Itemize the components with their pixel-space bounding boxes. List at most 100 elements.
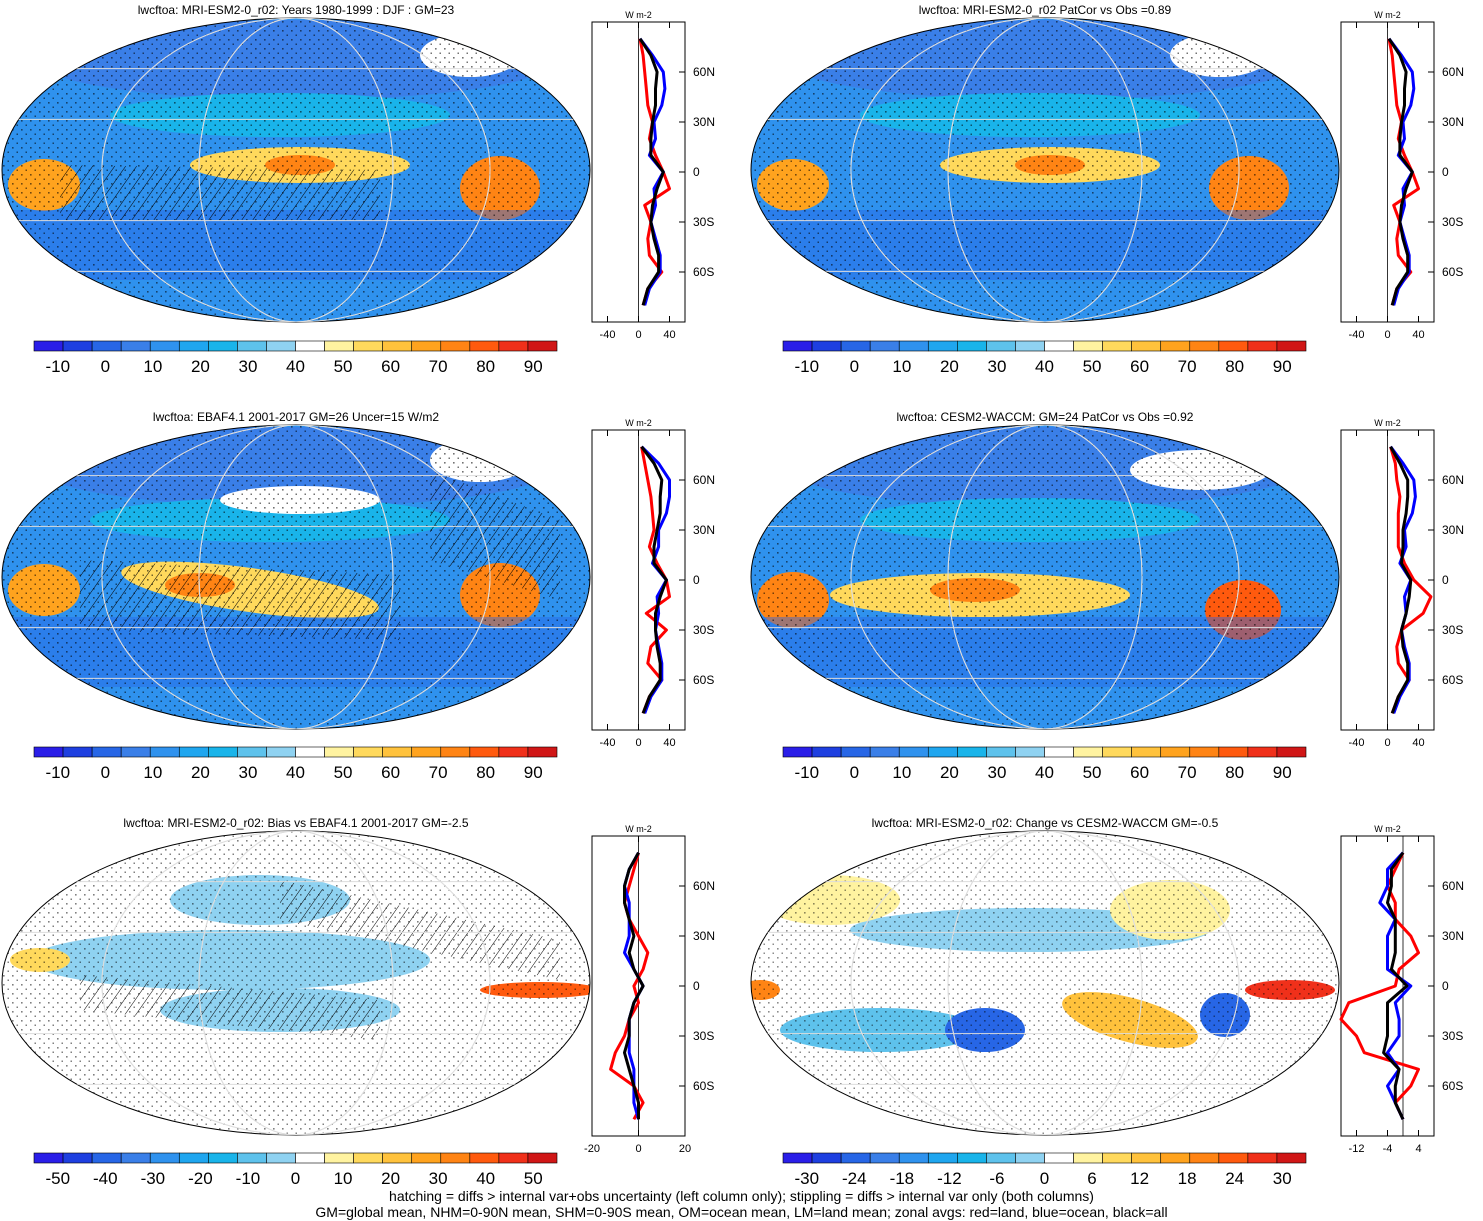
units-label: W m-2 — [1374, 824, 1401, 834]
colorbar-tick-label: 70 — [429, 763, 448, 782]
colorbar-segment — [782, 1152, 813, 1164]
x-tick-label: 0 — [635, 329, 641, 341]
colorbar-tick-label: 30 — [238, 357, 257, 376]
colorbar-segment — [869, 340, 900, 352]
lat-tick-label: 60S — [693, 265, 714, 279]
colorbar-tick-label: 50 — [524, 1169, 543, 1188]
colorbar-segment — [811, 1152, 842, 1164]
colorbar-segment — [986, 340, 1016, 352]
colorbar-segment — [527, 340, 558, 352]
x-tick-label: -40 — [1349, 329, 1365, 341]
units-label: W m-2 — [625, 824, 652, 834]
lat-tick-label: 0 — [1442, 979, 1449, 993]
lat-tick-label: 60N — [1442, 65, 1464, 79]
colorbar-tick-label: 0 — [850, 357, 859, 376]
colorbar-tick-label: 80 — [1225, 357, 1244, 376]
units-label: W m-2 — [625, 10, 652, 20]
lat-tick-label: 60S — [1442, 265, 1463, 279]
x-tick-label: 0 — [1384, 329, 1390, 341]
graticule-meridian — [101, 831, 491, 1135]
colorbar-segment — [927, 746, 958, 758]
colorbar-segment — [411, 746, 442, 758]
colorbar-segment — [782, 746, 813, 758]
colorbar-tick-label: -24 — [842, 1169, 867, 1188]
colorbar-segment — [120, 340, 151, 352]
colorbar-segment — [782, 340, 813, 352]
panel-title: lwcftoa: EBAF4.1 2001-2017 GM=26 Uncer=1… — [153, 410, 439, 424]
colorbar-tick-label: 20 — [191, 763, 210, 782]
x-tick-label: 0 — [635, 1143, 641, 1155]
lat-tick-label: 60N — [693, 879, 715, 893]
colorbar-segment — [1015, 746, 1045, 758]
map — [2, 831, 590, 1135]
colorbar-tick-label: 30 — [1273, 1169, 1292, 1188]
colorbar-tick-label: 30 — [987, 357, 1006, 376]
map — [751, 18, 1339, 322]
colorbar-segment — [957, 1152, 987, 1164]
zonal-line-all — [638, 37, 665, 306]
colorbar-segment — [469, 746, 500, 758]
colorbar-tick-label: 90 — [524, 763, 543, 782]
x-tick-label: 4 — [1415, 1143, 1421, 1155]
colorbar-tick-label: 0 — [291, 1169, 300, 1188]
colorbar: -50 -40 -30 -20 -10 0 10 20 30 40 50 — [33, 1152, 558, 1188]
lat-tick-label: 30S — [1442, 623, 1463, 637]
graticule-meridian — [101, 18, 491, 322]
zonal-mean-plot: W m-2 -40 0 40 60N 30N 0 30S 60S — [1340, 10, 1464, 341]
panel-model-climatology: lwcftoa: MRI-ESM2-0_r02: Years 1980-1999… — [1, 3, 715, 376]
colorbar-segment — [527, 1152, 558, 1164]
colorbar-segment — [986, 746, 1016, 758]
colorbar-segment — [869, 1152, 900, 1164]
colorbar-segment — [1160, 340, 1191, 352]
zonal-line-all — [1382, 851, 1409, 1120]
colorbar-segment — [1015, 1152, 1045, 1164]
lat-tick-label: 30N — [693, 929, 715, 943]
x-tick-label: 40 — [663, 329, 675, 341]
map — [2, 425, 590, 729]
lat-tick-label: 30S — [693, 1029, 714, 1043]
colorbar-segment — [178, 1152, 209, 1164]
x-tick-label: -40 — [1349, 737, 1365, 749]
colorbar-segment — [927, 1152, 958, 1164]
colorbar-segment — [208, 340, 238, 352]
colorbar-segment — [1276, 1152, 1307, 1164]
x-tick-label: -40 — [600, 737, 616, 749]
lat-tick-label: 60N — [693, 65, 715, 79]
colorbar-tick-label: 50 — [1083, 357, 1102, 376]
lat-tick-label: 0 — [1442, 573, 1449, 587]
colorbar-segment — [927, 340, 958, 352]
colorbar-tick-label: 10 — [892, 763, 911, 782]
colorbar-tick-label: 10 — [334, 1169, 353, 1188]
x-tick-label: -4 — [1383, 1143, 1393, 1155]
lat-tick-label: 60S — [693, 1079, 714, 1093]
colorbar-segment — [527, 746, 558, 758]
colorbar-segment — [33, 1152, 64, 1164]
colorbar-segment — [1189, 1152, 1220, 1164]
lat-tick-label: 60N — [1442, 473, 1464, 487]
graticule-meridian — [101, 425, 491, 729]
x-tick-label: 20 — [679, 1143, 691, 1155]
x-tick-label: 40 — [663, 737, 675, 749]
colorbar-tick-label: -12 — [937, 1169, 962, 1188]
colorbar-segment — [811, 746, 842, 758]
colorbar-segment — [1015, 340, 1045, 352]
colorbar-segment — [811, 340, 842, 352]
panel-title: lwcftoa: CESM2-WACCM: GM=24 PatCor vs Ob… — [897, 410, 1194, 424]
colorbar-tick-label: -18 — [890, 1169, 915, 1188]
colorbar-segment — [1044, 746, 1074, 758]
colorbar-tick-label: 70 — [429, 357, 448, 376]
colorbar-segment — [1131, 340, 1162, 352]
lat-tick-label: 60S — [1442, 673, 1463, 687]
lat-tick-label: 0 — [693, 573, 700, 587]
lat-tick-label: 30S — [1442, 1029, 1463, 1043]
colorbar: -10 0 10 20 30 40 50 60 70 80 90 — [33, 746, 558, 782]
colorbar-segment — [1189, 340, 1220, 352]
colorbar-segment — [498, 340, 529, 352]
colorbar-segment — [1102, 1152, 1132, 1164]
colorbar: -10 0 10 20 30 40 50 60 70 80 90 — [782, 746, 1307, 782]
colorbar-tick-label: -6 — [989, 1169, 1004, 1188]
colorbar-tick-label: 24 — [1225, 1169, 1244, 1188]
panel-observations: lwcftoa: EBAF4.1 2001-2017 GM=26 Uncer=1… — [1, 410, 715, 782]
colorbar-tick-label: -10 — [236, 1169, 261, 1188]
